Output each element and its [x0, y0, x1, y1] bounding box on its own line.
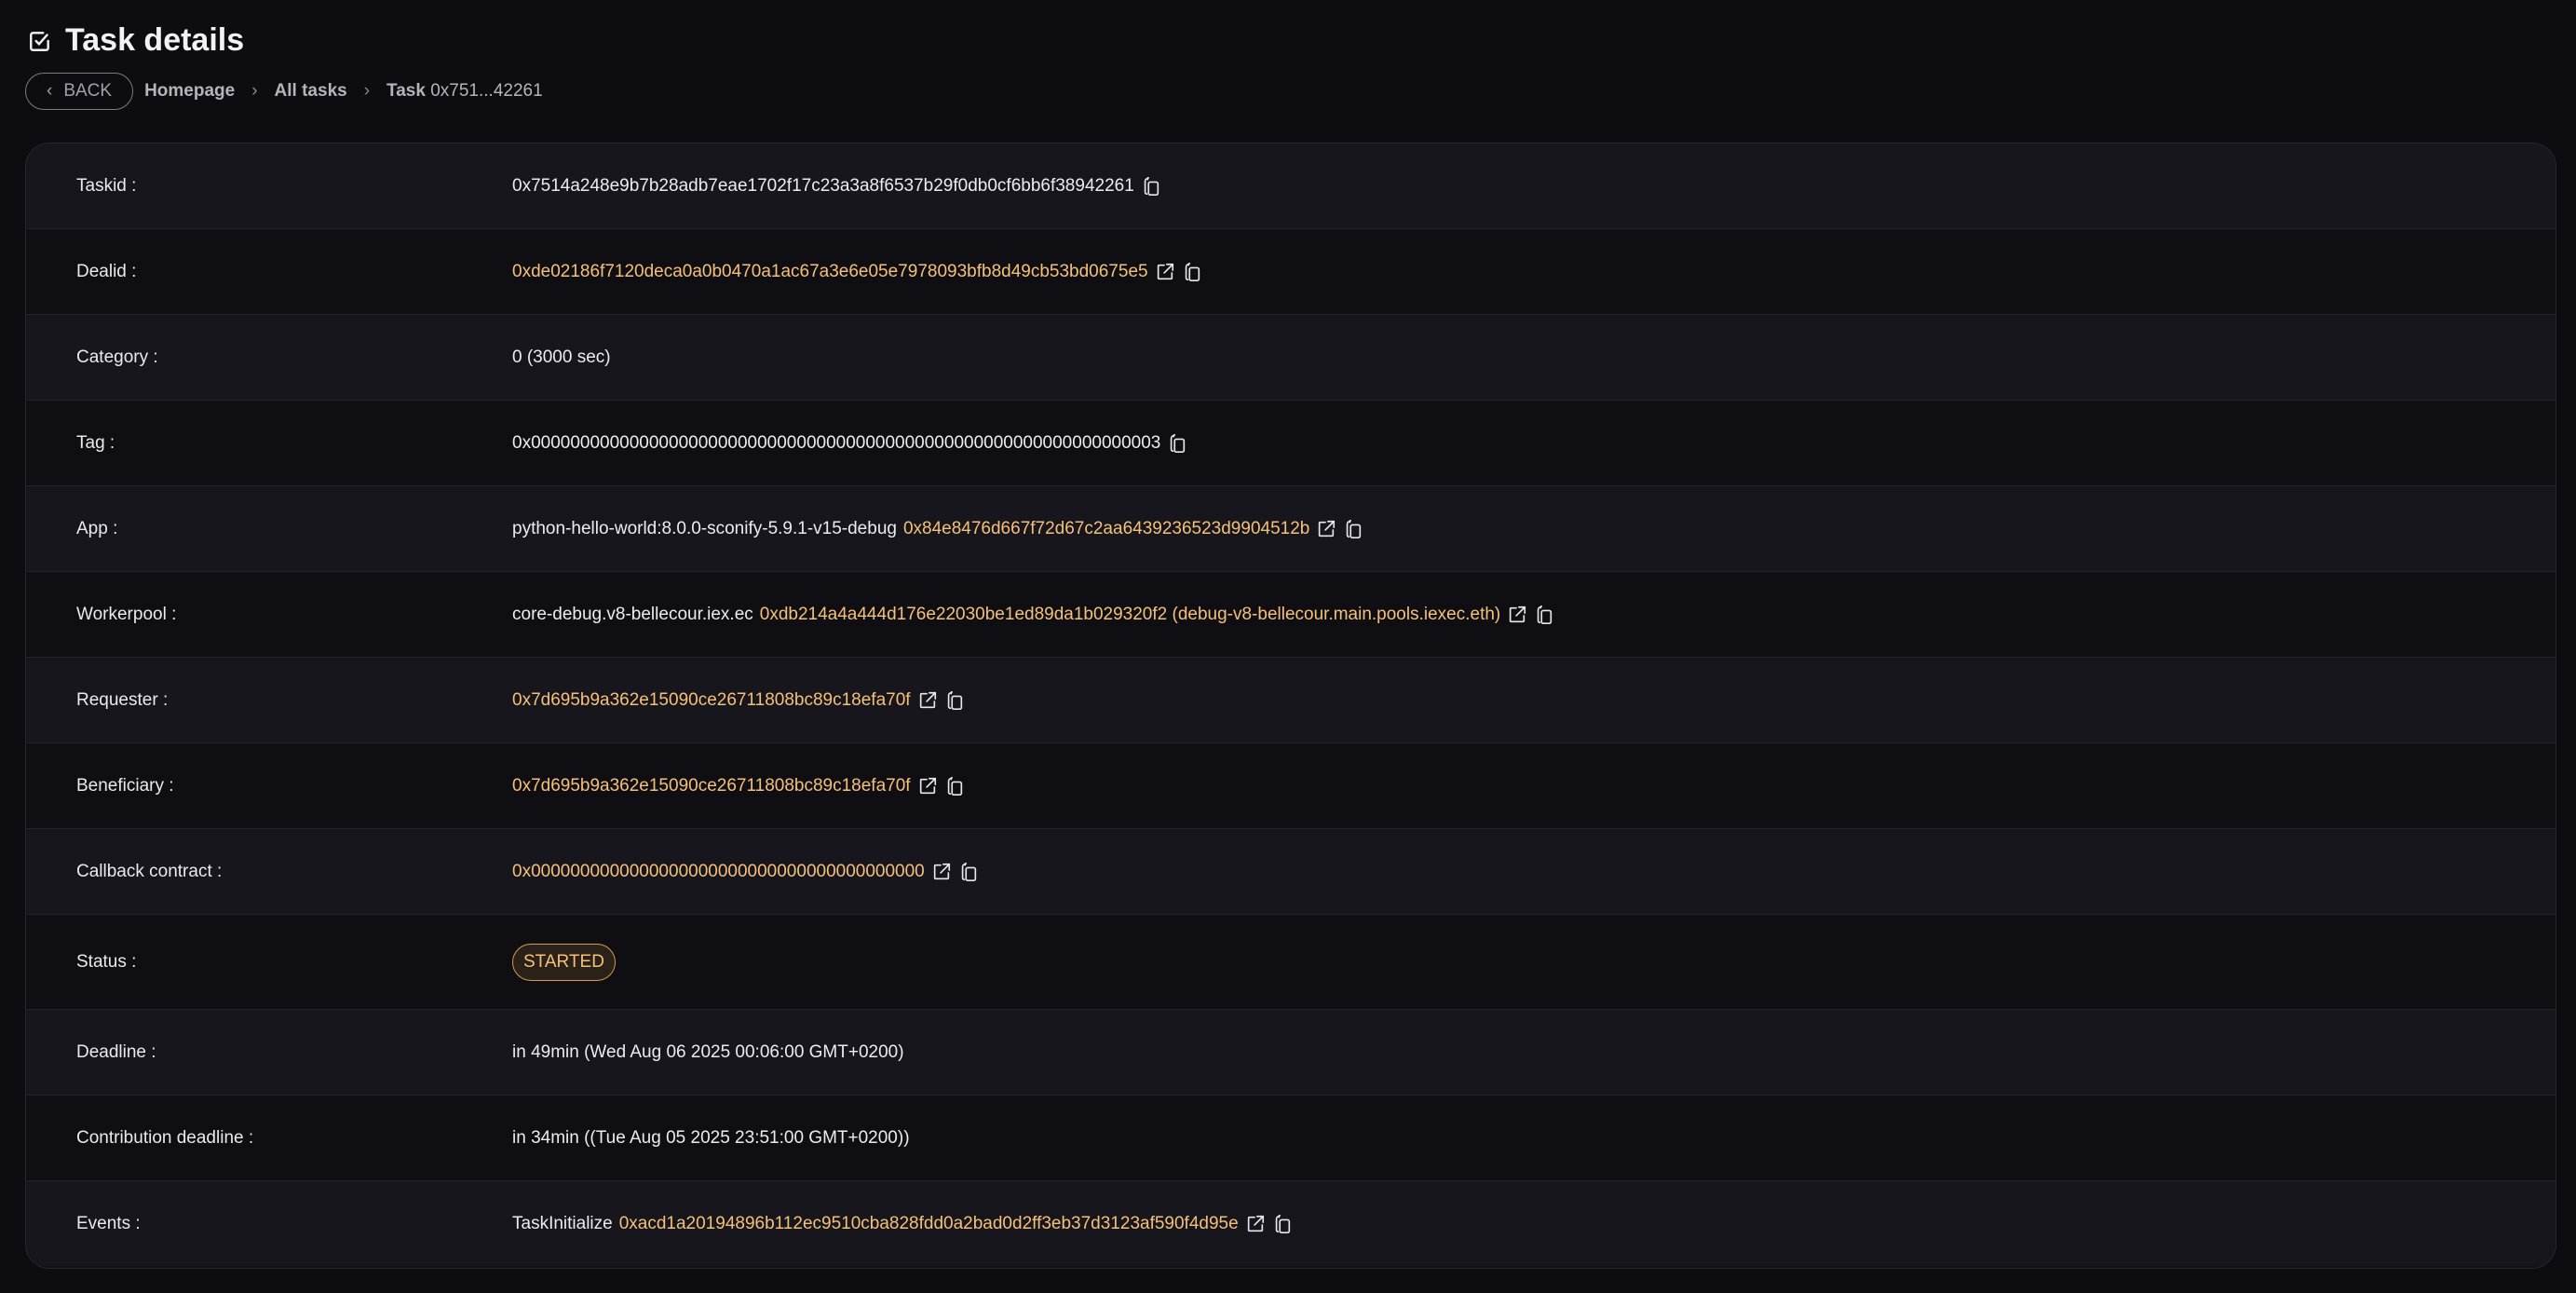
external-link-icon[interactable]	[1507, 605, 1527, 625]
chevron-right-icon: ›	[363, 81, 371, 101]
beneficiary-link[interactable]: 0x7d695b9a362e15090ce26711808bc89c18efa7…	[512, 775, 911, 796]
page-title: Task details	[65, 22, 245, 58]
row-status: Status : STARTED	[26, 915, 2556, 1010]
row-callback: Callback contract : 0x000000000000000000…	[26, 829, 2556, 915]
external-link-icon[interactable]	[1155, 262, 1175, 282]
task-details-card: Taskid : 0x7514a248e9b7b28adb7eae1702f17…	[25, 143, 2556, 1269]
breadcrumb-all-tasks[interactable]: All tasks	[274, 81, 347, 101]
copy-icon[interactable]	[1272, 1214, 1293, 1234]
workerpool-address-link[interactable]: 0xdb214a4a444d176e22030be1ed89da1b029320…	[759, 604, 1501, 624]
external-link-icon[interactable]	[1316, 519, 1336, 539]
copy-icon[interactable]	[1182, 262, 1202, 282]
external-link-icon[interactable]	[931, 862, 952, 882]
page-header: Task details	[28, 22, 244, 59]
app-address-link[interactable]: 0x84e8476d667f72d67c2aa6439236523d990451…	[902, 518, 1310, 538]
copy-icon[interactable]	[944, 776, 965, 796]
checkbox-icon	[30, 31, 49, 51]
breadcrumb-homepage[interactable]: Homepage	[144, 81, 236, 101]
row-dealid: Dealid : 0xde02186f7120deca0a0b0470a1ac6…	[26, 229, 2556, 315]
copy-icon[interactable]	[1343, 519, 1363, 539]
row-taskid: Taskid : 0x7514a248e9b7b28adb7eae1702f17…	[26, 143, 2556, 229]
status-badge: STARTED	[512, 943, 616, 981]
contribution-deadline-value: in 34min ((Tue Aug 05 2025 23:51:00 GMT+…	[512, 1127, 910, 1148]
row-requester: Requester : 0x7d695b9a362e15090ce2671180…	[26, 658, 2556, 743]
deadline-value: in 49min (Wed Aug 06 2025 00:06:00 GMT+0…	[512, 1041, 904, 1062]
workerpool-name: core-debug.v8-bellecour.iex.ec	[512, 604, 753, 624]
copy-icon[interactable]	[1534, 605, 1554, 625]
copy-icon[interactable]	[944, 690, 965, 711]
breadcrumb: ‹ BACK Homepage › All tasks › Task 0x751…	[25, 73, 543, 110]
external-link-icon[interactable]	[1245, 1214, 1266, 1234]
copy-icon[interactable]	[1167, 433, 1187, 454]
row-events: Events : TaskInitialize 0xacd1a20194896b…	[26, 1181, 2556, 1266]
tag-value: 0x00000000000000000000000000000000000000…	[512, 432, 1161, 453]
row-deadline: Deadline : in 49min (Wed Aug 06 2025 00:…	[26, 1010, 2556, 1096]
app-name: python-hello-world:8.0.0-sconify-5.9.1-v…	[512, 518, 897, 538]
external-link-icon[interactable]	[917, 776, 938, 796]
copy-icon[interactable]	[958, 862, 979, 882]
row-app: App : python-hello-world:8.0.0-sconify-5…	[26, 486, 2556, 572]
chevron-right-icon: ›	[251, 81, 258, 101]
copy-icon[interactable]	[1141, 176, 1161, 197]
external-link-icon[interactable]	[917, 690, 938, 711]
breadcrumb-current: Task 0x751...42261	[386, 81, 543, 101]
event-tx-link[interactable]: 0xacd1a20194896b112ec9510cba828fdd0a2bad…	[618, 1213, 1239, 1233]
row-workerpool: Workerpool : core-debug.v8-bellecour.iex…	[26, 572, 2556, 658]
event-name: TaskInitialize	[512, 1213, 613, 1233]
row-category: Category : 0 (3000 sec)	[26, 315, 2556, 401]
taskid-value: 0x7514a248e9b7b28adb7eae1702f17c23a3a8f6…	[512, 175, 1134, 196]
requester-link[interactable]: 0x7d695b9a362e15090ce26711808bc89c18efa7…	[512, 689, 911, 710]
chevron-left-icon: ‹	[47, 81, 53, 101]
row-beneficiary: Beneficiary : 0x7d695b9a362e15090ce26711…	[26, 743, 2556, 829]
callback-link[interactable]: 0x00000000000000000000000000000000000000…	[512, 861, 925, 881]
dealid-link[interactable]: 0xde02186f7120deca0a0b0470a1ac67a3e6e05e…	[512, 261, 1148, 281]
category-value: 0 (3000 sec)	[512, 347, 611, 367]
row-contribution-deadline: Contribution deadline : in 34min ((Tue A…	[26, 1096, 2556, 1181]
back-button[interactable]: ‹ BACK	[25, 73, 134, 110]
row-tag: Tag : 0x00000000000000000000000000000000…	[26, 401, 2556, 486]
